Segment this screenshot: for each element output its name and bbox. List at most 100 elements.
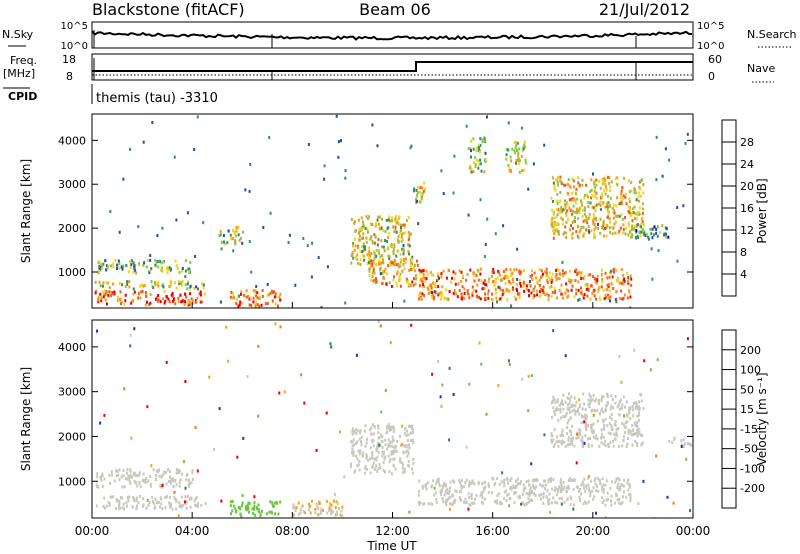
velocity-cell bbox=[571, 409, 574, 413]
velocity-cell bbox=[315, 448, 318, 452]
velocity-cell bbox=[365, 441, 368, 445]
power-cell bbox=[379, 255, 382, 259]
velocity-cell bbox=[584, 489, 587, 493]
velocity-cell bbox=[642, 479, 645, 483]
power-cell bbox=[517, 154, 520, 158]
power-cell bbox=[564, 225, 567, 229]
velocity-cell bbox=[577, 436, 580, 439]
velocity-cell bbox=[135, 506, 138, 510]
power-cell bbox=[118, 281, 121, 285]
velocity-cell bbox=[132, 496, 135, 500]
velocity-cell bbox=[548, 498, 550, 502]
velocity-cell bbox=[479, 493, 482, 497]
power-cell bbox=[479, 297, 482, 301]
velocity-cell bbox=[622, 395, 625, 399]
power-cell bbox=[469, 164, 472, 168]
power-cell bbox=[507, 148, 510, 152]
power-cell bbox=[525, 161, 528, 165]
velocity-cell bbox=[636, 442, 639, 446]
power-cell bbox=[417, 186, 420, 190]
power-cell bbox=[461, 274, 464, 278]
velocity-cell bbox=[578, 403, 581, 407]
velocity-cell bbox=[496, 477, 499, 481]
velocity-cell bbox=[584, 414, 587, 418]
power-cell bbox=[484, 296, 487, 300]
power-cell bbox=[619, 297, 621, 300]
power-cell bbox=[351, 252, 354, 256]
power-cell bbox=[624, 216, 626, 220]
power-cell bbox=[615, 214, 618, 218]
power-cell bbox=[400, 229, 403, 232]
power-cell bbox=[171, 292, 174, 295]
power-cell bbox=[101, 266, 104, 270]
power-cell bbox=[415, 189, 418, 192]
velocity-cell bbox=[359, 449, 362, 453]
power-cell bbox=[196, 115, 199, 119]
velocity-cell bbox=[542, 501, 545, 505]
power-cell bbox=[151, 284, 154, 288]
power-cell bbox=[275, 295, 278, 299]
velocity-cell bbox=[603, 423, 606, 427]
power-cell bbox=[220, 247, 223, 251]
velocity-cell bbox=[297, 501, 300, 505]
velocity-cell bbox=[406, 454, 409, 458]
power-cell bbox=[363, 245, 365, 249]
velocity-cell bbox=[388, 460, 391, 464]
power-cell bbox=[529, 284, 532, 288]
power-cell bbox=[388, 257, 391, 261]
power-cell bbox=[555, 269, 558, 272]
power-cell bbox=[362, 220, 364, 224]
velocity-cell bbox=[614, 501, 616, 505]
velocity-cell bbox=[246, 375, 249, 379]
power-cell bbox=[287, 241, 290, 245]
velocity-cell bbox=[185, 506, 188, 510]
power-cell bbox=[102, 295, 105, 299]
power-cell bbox=[527, 289, 530, 293]
velocity-cell bbox=[439, 490, 442, 493]
velocity-cell bbox=[256, 507, 259, 511]
velocity-cell bbox=[464, 481, 467, 484]
power-cell bbox=[126, 282, 129, 286]
velocity-cell bbox=[508, 362, 511, 366]
power-cell bbox=[370, 259, 373, 263]
power-cell bbox=[361, 250, 364, 254]
power-cell bbox=[407, 231, 410, 234]
power-cell bbox=[518, 170, 521, 174]
power-cell bbox=[268, 136, 271, 139]
power-cell bbox=[379, 262, 382, 265]
power-cell bbox=[630, 189, 633, 193]
velocity-cell bbox=[294, 506, 296, 509]
power-cell bbox=[629, 214, 632, 218]
power-cell bbox=[592, 212, 595, 216]
velocity-cell bbox=[384, 470, 386, 474]
power-cell bbox=[605, 287, 608, 291]
power-cell bbox=[564, 183, 567, 187]
velocity-cell bbox=[636, 443, 639, 447]
power-cell bbox=[593, 215, 596, 218]
power-cell bbox=[139, 284, 142, 288]
power-cell bbox=[176, 267, 179, 270]
velocity-cell bbox=[575, 410, 578, 414]
velocity-cell bbox=[495, 501, 498, 505]
velocity-cell bbox=[690, 443, 693, 447]
velocity-cell bbox=[603, 427, 606, 431]
power-cell bbox=[477, 159, 480, 163]
velocity-cell bbox=[617, 445, 620, 448]
power-cell bbox=[113, 290, 116, 294]
power-cell bbox=[400, 239, 403, 243]
power-cell bbox=[121, 267, 124, 271]
power-cell bbox=[383, 276, 386, 280]
velocity-cell bbox=[372, 432, 375, 436]
power-cell bbox=[157, 294, 160, 297]
velocity-cell bbox=[582, 483, 585, 487]
power-cell bbox=[595, 203, 598, 207]
velocity-cell bbox=[578, 428, 581, 432]
velocity-cell bbox=[234, 507, 237, 511]
velocity-cell bbox=[96, 475, 99, 479]
nsky-frame bbox=[91, 21, 694, 49]
y-tick-label: 1000 bbox=[58, 475, 86, 488]
velocity-cell bbox=[406, 429, 408, 433]
power-cell bbox=[373, 233, 376, 237]
nsky-trace bbox=[91, 30, 693, 41]
power-cell bbox=[202, 283, 205, 287]
